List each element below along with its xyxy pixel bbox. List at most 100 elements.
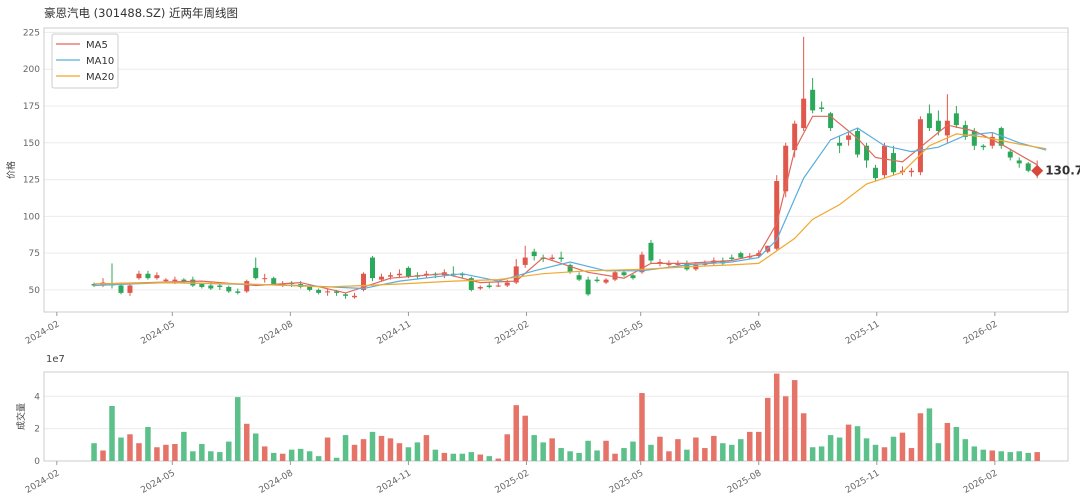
volume-bar [369, 431, 376, 461]
volume-bar [199, 444, 205, 461]
ma10-line [93, 127, 1047, 290]
volume-bar [980, 449, 987, 461]
candle-body [630, 275, 636, 279]
candle-body [953, 113, 959, 126]
candle-body [226, 286, 232, 292]
price-xtick-label: 2025-11 [844, 319, 882, 346]
candle-body [486, 285, 492, 287]
volume-xtick-label: 2024-08 [257, 468, 295, 496]
candle-body [513, 266, 519, 283]
volume-bar [423, 435, 430, 461]
volume-bar [747, 431, 753, 461]
volume-bar [306, 451, 313, 461]
candle-body [693, 264, 699, 270]
legend-box [51, 33, 119, 89]
volume-bar [800, 413, 807, 461]
candle-body [882, 145, 888, 176]
candle-body [468, 278, 474, 290]
candle-body [1016, 160, 1022, 164]
volume-tick-label: 2 [34, 425, 40, 435]
candle-body [387, 275, 393, 277]
volume-bar [612, 453, 618, 461]
price-tick-label: 125 [23, 176, 40, 186]
volume-xtick-label: 2024-02 [24, 468, 62, 495]
volume-bar [279, 453, 286, 461]
ma5-line [93, 115, 1038, 294]
volume-bar [1034, 452, 1040, 461]
price-tick-label: 100 [23, 212, 40, 222]
volume-bar [908, 448, 915, 461]
candle-body [585, 279, 591, 295]
candle-body [612, 272, 618, 280]
volume-bar [441, 452, 448, 461]
candle-body [576, 275, 582, 280]
candle-body [396, 273, 402, 276]
candle-body [648, 242, 654, 261]
price-tick-label: 75 [29, 249, 40, 259]
volume-bar [603, 440, 609, 461]
candle-body [172, 279, 178, 282]
candle-body [352, 295, 358, 298]
candle-body [316, 289, 322, 293]
volume-bar [324, 437, 331, 461]
volume-bar [226, 441, 232, 461]
candle-body [873, 167, 879, 179]
ma20-line [93, 133, 1047, 288]
candle-body [361, 273, 367, 290]
candle-body [980, 145, 986, 148]
volume-bar [648, 444, 654, 461]
candle-body [531, 251, 537, 257]
volume-bar [854, 426, 861, 461]
volume-bar [486, 456, 493, 461]
candle-body [136, 273, 142, 279]
volume-bar [576, 452, 582, 461]
volume-bar [872, 444, 879, 461]
chart-title: 豪恩汽电 (301488.SZ) 近两年周线图 [44, 6, 239, 20]
candle-body [208, 285, 214, 289]
volume-bar [782, 396, 789, 461]
volume-bar [917, 413, 924, 461]
volume-bar [351, 444, 358, 461]
candle-body [244, 281, 250, 292]
candle-body [1025, 163, 1031, 171]
candle-body [908, 170, 914, 173]
volume-bar [773, 373, 780, 461]
volume-bar [208, 451, 214, 461]
volume-bar [297, 448, 304, 461]
volume-bar [109, 405, 115, 461]
candle-body [423, 273, 429, 276]
candle-body [378, 276, 384, 280]
volume-bar [504, 434, 510, 461]
candle-body [477, 286, 483, 289]
candle-body [504, 282, 510, 286]
candle-body [91, 284, 97, 286]
volume-bar [217, 452, 223, 461]
candle-body [864, 145, 870, 161]
volume-bar [243, 423, 250, 461]
candle-body [594, 279, 600, 282]
candle-body [145, 273, 151, 279]
volume-bar [971, 446, 978, 461]
volume-panel: 0 2 4 1e7 成交量 2024-02 2024-05 2024-08 2024-11 202… [15, 354, 1069, 496]
volume-bar [163, 444, 169, 461]
volume-bar [181, 431, 187, 461]
candle-body [962, 125, 968, 137]
candle-body [163, 279, 169, 282]
candle-body [890, 153, 896, 173]
candle-body [944, 120, 950, 136]
volume-bar [998, 451, 1005, 461]
candle-body [738, 253, 744, 258]
volume-bar [657, 436, 663, 461]
volume-bar [926, 408, 933, 461]
volume-xtick-label: 2024-11 [376, 468, 414, 495]
candle-body [370, 257, 376, 279]
volume-bar [845, 424, 852, 461]
price-axis-label: 价格 [5, 161, 17, 179]
volume-bar [145, 427, 151, 461]
candle-body [998, 128, 1004, 146]
volume-bar [962, 439, 969, 461]
volume-bar [315, 456, 322, 461]
candle-body [217, 285, 223, 287]
candle-body [729, 257, 735, 260]
candle-body [567, 264, 573, 273]
